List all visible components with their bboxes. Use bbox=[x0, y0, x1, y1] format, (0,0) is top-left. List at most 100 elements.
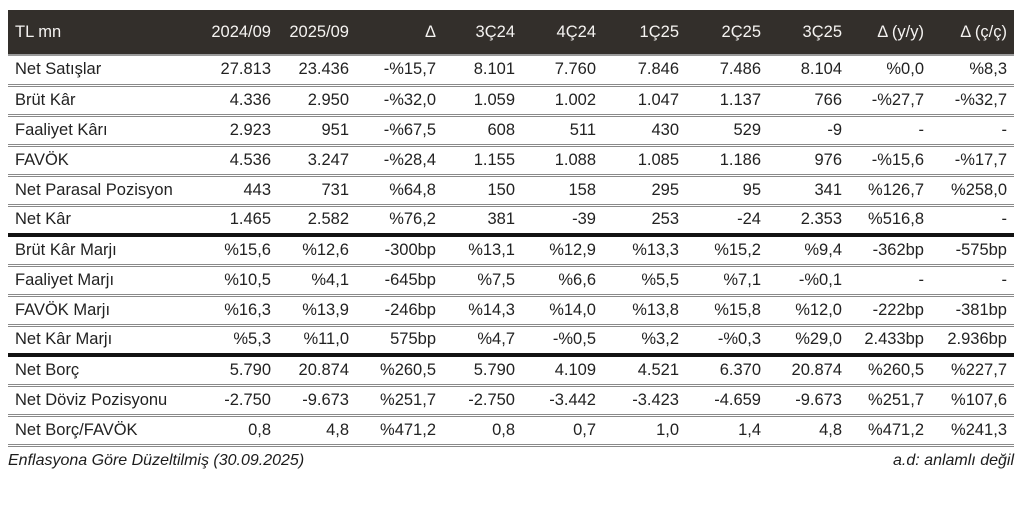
value-cell: 976 bbox=[768, 145, 849, 177]
table-row: Net Parasal Pozisyon 443 731 %64,8 150 158 295… bbox=[8, 175, 1014, 207]
value-cell: %260,5 bbox=[849, 355, 931, 387]
value-cell: 4,8 bbox=[278, 415, 356, 447]
value-cell: 4.536 bbox=[198, 145, 278, 177]
row-label: Faaliyet Kârı bbox=[8, 115, 198, 147]
value-cell: 2.923 bbox=[198, 115, 278, 147]
value-cell: %16,3 bbox=[198, 295, 278, 327]
value-cell: %258,0 bbox=[931, 175, 1014, 207]
value-cell: %64,8 bbox=[356, 175, 443, 207]
value-cell: %107,6 bbox=[931, 385, 1014, 417]
row-label: Brüt Kâr Marjı bbox=[8, 235, 198, 267]
value-cell: 1.155 bbox=[443, 145, 522, 177]
row-label: FAVÖK Marjı bbox=[8, 295, 198, 327]
value-cell: 1.465 bbox=[198, 205, 278, 237]
value-cell: %7,5 bbox=[443, 265, 522, 297]
value-cell: %3,2 bbox=[603, 325, 686, 357]
value-cell: 1.137 bbox=[686, 85, 768, 117]
header-cell-0: 2024/09 bbox=[198, 10, 278, 56]
value-cell: %471,2 bbox=[356, 415, 443, 447]
value-cell: 766 bbox=[768, 85, 849, 117]
row-label: Net Kâr Marjı bbox=[8, 325, 198, 357]
value-cell: 1,4 bbox=[686, 415, 768, 447]
table-row: Net Döviz Pozisyonu -2.750 -9.673 %251,7 -2.… bbox=[8, 385, 1014, 417]
table-row: Net Kâr 1.465 2.582 %76,2 381 -39 253 -24 2.353%… bbox=[8, 205, 1014, 237]
value-cell: %12,0 bbox=[768, 295, 849, 327]
table-row: FAVÖK Marjı %16,3 %13,9 -246bp %14,3 %14,0 %13… bbox=[8, 295, 1014, 327]
section-results: Net Satışlar 27.813 23.436 -%15,7 8.101 7.760… bbox=[8, 55, 1014, 237]
value-cell: -2.750 bbox=[198, 385, 278, 417]
value-cell: %5,3 bbox=[198, 325, 278, 357]
header-cell-1: 2025/09 bbox=[278, 10, 356, 56]
value-cell: %15,8 bbox=[686, 295, 768, 327]
value-cell: 7.486 bbox=[686, 55, 768, 87]
table-row: FAVÖK 4.536 3.247 -%28,4 1.155 1.088 1.085 1.18… bbox=[8, 145, 1014, 177]
value-cell: %12,9 bbox=[522, 235, 603, 267]
value-cell: 4.521 bbox=[603, 355, 686, 387]
value-cell: 1.059 bbox=[443, 85, 522, 117]
row-label: Net Borç/FAVÖK bbox=[8, 415, 198, 447]
value-cell: %7,1 bbox=[686, 265, 768, 297]
value-cell: %516,8 bbox=[849, 205, 931, 237]
header-row: TL mn 2024/09 2025/09 Δ 3Ç24 4Ç24 1Ç25 2Ç25 3Ç25… bbox=[8, 10, 1014, 56]
table-row: Net Borç 5.790 20.874 %260,5 5.790 4.109 4.521… bbox=[8, 355, 1014, 387]
value-cell: %13,9 bbox=[278, 295, 356, 327]
value-cell: 2.353 bbox=[768, 205, 849, 237]
value-cell: %6,6 bbox=[522, 265, 603, 297]
value-cell: -3.442 bbox=[522, 385, 603, 417]
value-cell: -39 bbox=[522, 205, 603, 237]
value-cell: %14,0 bbox=[522, 295, 603, 327]
header-cell-4: 4Ç24 bbox=[522, 10, 603, 56]
value-cell: %4,1 bbox=[278, 265, 356, 297]
value-cell: 4.109 bbox=[522, 355, 603, 387]
value-cell: -%27,7 bbox=[849, 85, 931, 117]
value-cell: 1.088 bbox=[522, 145, 603, 177]
value-cell: 5.790 bbox=[198, 355, 278, 387]
value-cell: 2.433bp bbox=[849, 325, 931, 357]
value-cell: -246bp bbox=[356, 295, 443, 327]
table-row: Net Satışlar 27.813 23.436 -%15,7 8.101 7.760… bbox=[8, 55, 1014, 87]
value-cell: 3.247 bbox=[278, 145, 356, 177]
value-cell: 0,8 bbox=[443, 415, 522, 447]
value-cell: 23.436 bbox=[278, 55, 356, 87]
value-cell: 511 bbox=[522, 115, 603, 147]
value-cell: 608 bbox=[443, 115, 522, 147]
header-cell-3: 3Ç24 bbox=[443, 10, 522, 56]
value-cell: 8.101 bbox=[443, 55, 522, 87]
value-cell: %10,5 bbox=[198, 265, 278, 297]
value-cell: %251,7 bbox=[849, 385, 931, 417]
value-cell: - bbox=[849, 115, 931, 147]
value-cell: %13,8 bbox=[603, 295, 686, 327]
value-cell: 0,8 bbox=[198, 415, 278, 447]
value-cell: - bbox=[931, 205, 1014, 237]
value-cell: -300bp bbox=[356, 235, 443, 267]
row-label: Faaliyet Marjı bbox=[8, 265, 198, 297]
value-cell: -%0,1 bbox=[768, 265, 849, 297]
header-cell-6: 2Ç25 bbox=[686, 10, 768, 56]
header-cell-9: Δ (ç/ç) bbox=[931, 10, 1014, 56]
value-cell: -4.659 bbox=[686, 385, 768, 417]
value-cell: 443 bbox=[198, 175, 278, 207]
value-cell: %471,2 bbox=[849, 415, 931, 447]
value-cell: -24 bbox=[686, 205, 768, 237]
table-row: Brüt Kâr 4.336 2.950 -%32,0 1.059 1.002 1.047 1… bbox=[8, 85, 1014, 117]
row-label: Net Kâr bbox=[8, 205, 198, 237]
header-cell-8: Δ (y/y) bbox=[849, 10, 931, 56]
value-cell: %260,5 bbox=[356, 355, 443, 387]
value-cell: -362bp bbox=[849, 235, 931, 267]
row-label: Brüt Kâr bbox=[8, 85, 198, 117]
header-cell-7: 3Ç25 bbox=[768, 10, 849, 56]
row-label: Net Parasal Pozisyon bbox=[8, 175, 198, 207]
table-footnotes: Enflasyona Göre Düzeltilmiş (30.09.2025)… bbox=[8, 452, 1014, 470]
value-cell: 2.950 bbox=[278, 85, 356, 117]
value-cell: 20.874 bbox=[768, 355, 849, 387]
value-cell: 951 bbox=[278, 115, 356, 147]
value-cell: %241,3 bbox=[931, 415, 1014, 447]
value-cell: 1.047 bbox=[603, 85, 686, 117]
value-cell: -9.673 bbox=[278, 385, 356, 417]
value-cell: %13,1 bbox=[443, 235, 522, 267]
row-label: Net Borç bbox=[8, 355, 198, 387]
value-cell: -9.673 bbox=[768, 385, 849, 417]
value-cell: 1.002 bbox=[522, 85, 603, 117]
value-cell: 150 bbox=[443, 175, 522, 207]
value-cell: 4,8 bbox=[768, 415, 849, 447]
